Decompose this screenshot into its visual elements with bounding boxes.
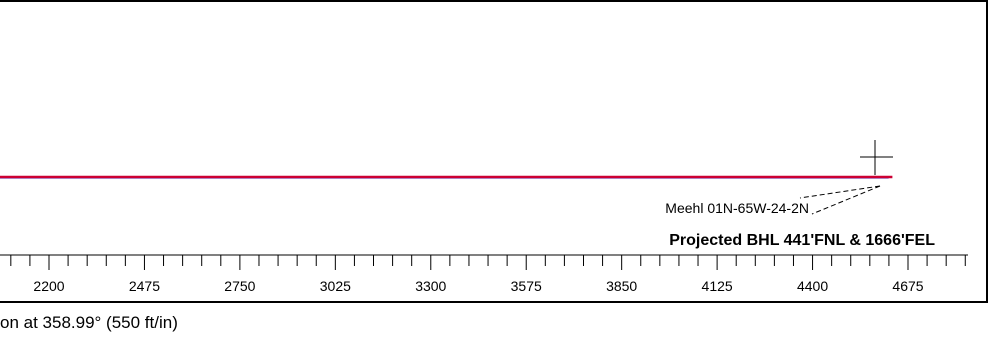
well-name-label: Meehl 01N-65W-24-2N	[665, 200, 809, 216]
x-tick-label: 2200	[33, 278, 64, 294]
x-tick-label: 2475	[129, 278, 160, 294]
leader-line-bhl	[811, 185, 881, 215]
x-tick-label: 3025	[320, 278, 351, 294]
x-tick-label: 4400	[797, 278, 828, 294]
bhl-label: Projected BHL 441'FNL & 1666'FEL	[669, 232, 935, 249]
x-tick-label: 2750	[224, 278, 255, 294]
x-tick-label: 3575	[511, 278, 542, 294]
x-axis-label: on at 358.99° (550 ft/in)	[0, 313, 178, 332]
x-axis-ticks	[10, 255, 966, 270]
x-tick-label: 4125	[702, 278, 733, 294]
x-tick-label: 3300	[415, 278, 446, 294]
x-axis-tick-labels: 2200 2475 2750 3025 3300 3575 3850 4125 4400 4675	[33, 278, 923, 294]
x-tick-label: 3850	[606, 278, 637, 294]
x-tick-label: 4675	[892, 278, 923, 294]
leader-line-well	[799, 185, 881, 199]
